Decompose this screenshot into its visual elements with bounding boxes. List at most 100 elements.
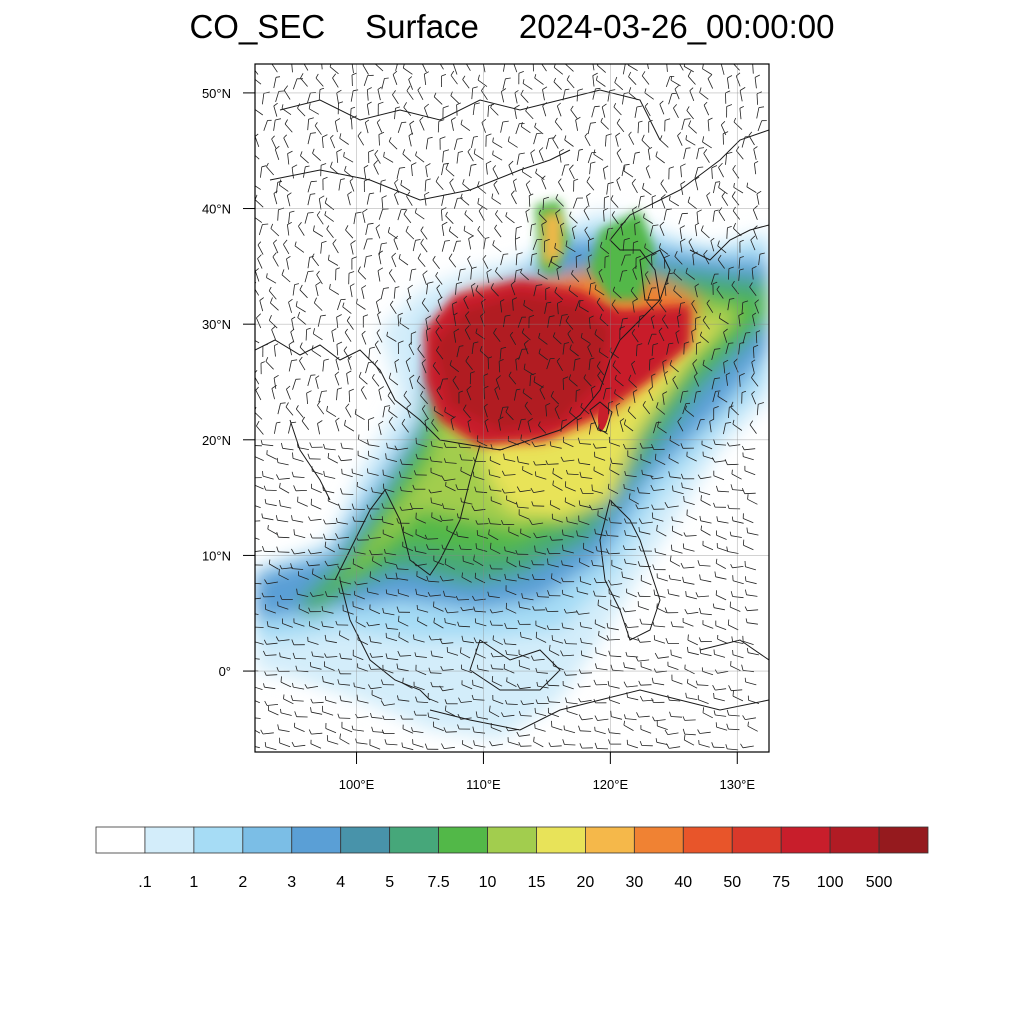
- wind-barb-flag: [495, 375, 501, 380]
- wind-barb-flag: [492, 165, 497, 169]
- wind-barb: [571, 228, 576, 240]
- wind-barb: [748, 699, 760, 704]
- wind-barb: [519, 686, 531, 690]
- wind-barb: [530, 254, 533, 266]
- wind-barb: [738, 343, 741, 355]
- wind-barb: [609, 442, 621, 447]
- wind-barb-flag: [422, 270, 428, 275]
- wind-barb-flag: [545, 607, 548, 612]
- wind-barb-flag: [568, 285, 571, 291]
- wind-barb: [427, 698, 439, 703]
- wind-barb: [456, 104, 458, 116]
- wind-barb-flag: [668, 166, 675, 169]
- wind-barb: [587, 123, 591, 135]
- wind-barb: [641, 521, 653, 524]
- wind-barb: [600, 121, 609, 130]
- wind-barb: [445, 710, 456, 717]
- wind-barb-flag: [461, 635, 464, 642]
- wind-barb: [382, 521, 394, 526]
- wind-barb: [625, 474, 637, 478]
- wind-barb-flag: [317, 420, 323, 424]
- wind-barb-flag: [632, 298, 638, 303]
- wind-barb: [311, 732, 323, 735]
- wind-barb-flag: [330, 134, 334, 139]
- wind-barb-flag: [623, 662, 625, 668]
- wind-barb-flag: [702, 359, 705, 366]
- wind-barb: [255, 340, 260, 344]
- colorbar: .1 1 2 3 4 5 7.5 10 15 20 30 40 50 75 100 500: [95, 826, 929, 891]
- wind-barb-flag: [366, 504, 369, 510]
- wind-barb-flag: [710, 237, 715, 242]
- wind-barb: [748, 652, 759, 656]
- wind-barb: [586, 195, 590, 207]
- wind-barb: [314, 302, 323, 311]
- wind-barb: [671, 680, 683, 685]
- wind-barb: [324, 475, 336, 479]
- wind-barb: [706, 195, 712, 206]
- wind-barb-flag: [575, 358, 581, 361]
- wind-barb-flag: [378, 131, 385, 135]
- wind-barb-flag: [272, 252, 277, 258]
- wind-barb-flag: [556, 357, 561, 362]
- wind-barb-flag: [489, 609, 493, 614]
- wind-barb: [639, 565, 651, 568]
- wind-barb: [294, 551, 306, 555]
- wind-barb-flag: [685, 692, 687, 698]
- wind-barb: [357, 667, 369, 672]
- wind-barb-flag: [349, 283, 355, 287]
- wind-barb-flag: [662, 391, 668, 395]
- wind-barb-flag: [635, 504, 639, 510]
- wind-barb-flag: [541, 221, 547, 225]
- wind-barb-flag: [640, 195, 645, 198]
- wind-barb-flag: [450, 416, 456, 420]
- wind-barb: [522, 392, 533, 400]
- wind-barb: [489, 474, 501, 478]
- wind-barb-flag: [695, 592, 699, 598]
- wind-barb-flag: [680, 443, 684, 449]
- wind-barb-flag: [467, 419, 472, 422]
- wind-barb-flag: [290, 328, 295, 333]
- wind-barb-flag: [424, 418, 430, 422]
- wind-barb-flag: [500, 299, 505, 302]
- wind-barb-flag: [521, 328, 525, 333]
- wind-barb-flag: [286, 385, 291, 390]
- latitude-axis: 50°N40°N30°N20°N10°N0°: [202, 86, 255, 679]
- colorbar-swatch: [487, 826, 537, 854]
- wind-barb: [533, 490, 545, 493]
- wind-barb: [255, 550, 262, 552]
- wind-barb-flag: [394, 359, 400, 363]
- wind-barb-flag: [268, 286, 272, 291]
- wind-barb-flag: [756, 190, 762, 195]
- wind-barb: [555, 198, 564, 207]
- wind-barb-flag: [568, 374, 572, 380]
- wind-barb-flag: [433, 406, 436, 411]
- wind-barb-flag: [495, 267, 498, 272]
- wind-barb: [611, 716, 623, 720]
- wind-barb: [654, 625, 666, 628]
- wind-barb: [369, 608, 381, 615]
- wind-barb-flag: [310, 132, 316, 134]
- wind-barb: [542, 198, 545, 210]
- wind-barb: [431, 445, 443, 449]
- wind-barb: [577, 591, 589, 595]
- wind-barb: [281, 567, 293, 570]
- wind-barb: [624, 610, 636, 613]
- wind-barb: [342, 493, 354, 495]
- wind-barb-flag: [457, 724, 460, 730]
- wind-barb: [621, 254, 626, 266]
- wind-barb-flag: [712, 603, 715, 608]
- wind-barb: [443, 746, 455, 749]
- wind-barb-flag: [620, 221, 626, 225]
- wind-barb: [670, 79, 681, 87]
- wind-barb-flag: [751, 391, 755, 395]
- wind-barb: [388, 272, 396, 283]
- wind-barb: [388, 410, 398, 418]
- wind-barb-flag: [636, 712, 640, 718]
- wind-barb-flag: [667, 59, 671, 61]
- colorbar-label: 1: [189, 874, 198, 891]
- wind-barb: [595, 446, 607, 449]
- wind-barb-flag: [460, 606, 464, 611]
- wind-barb: [363, 256, 367, 268]
- wind-barb-flag: [534, 122, 537, 128]
- wind-barb: [741, 302, 744, 314]
